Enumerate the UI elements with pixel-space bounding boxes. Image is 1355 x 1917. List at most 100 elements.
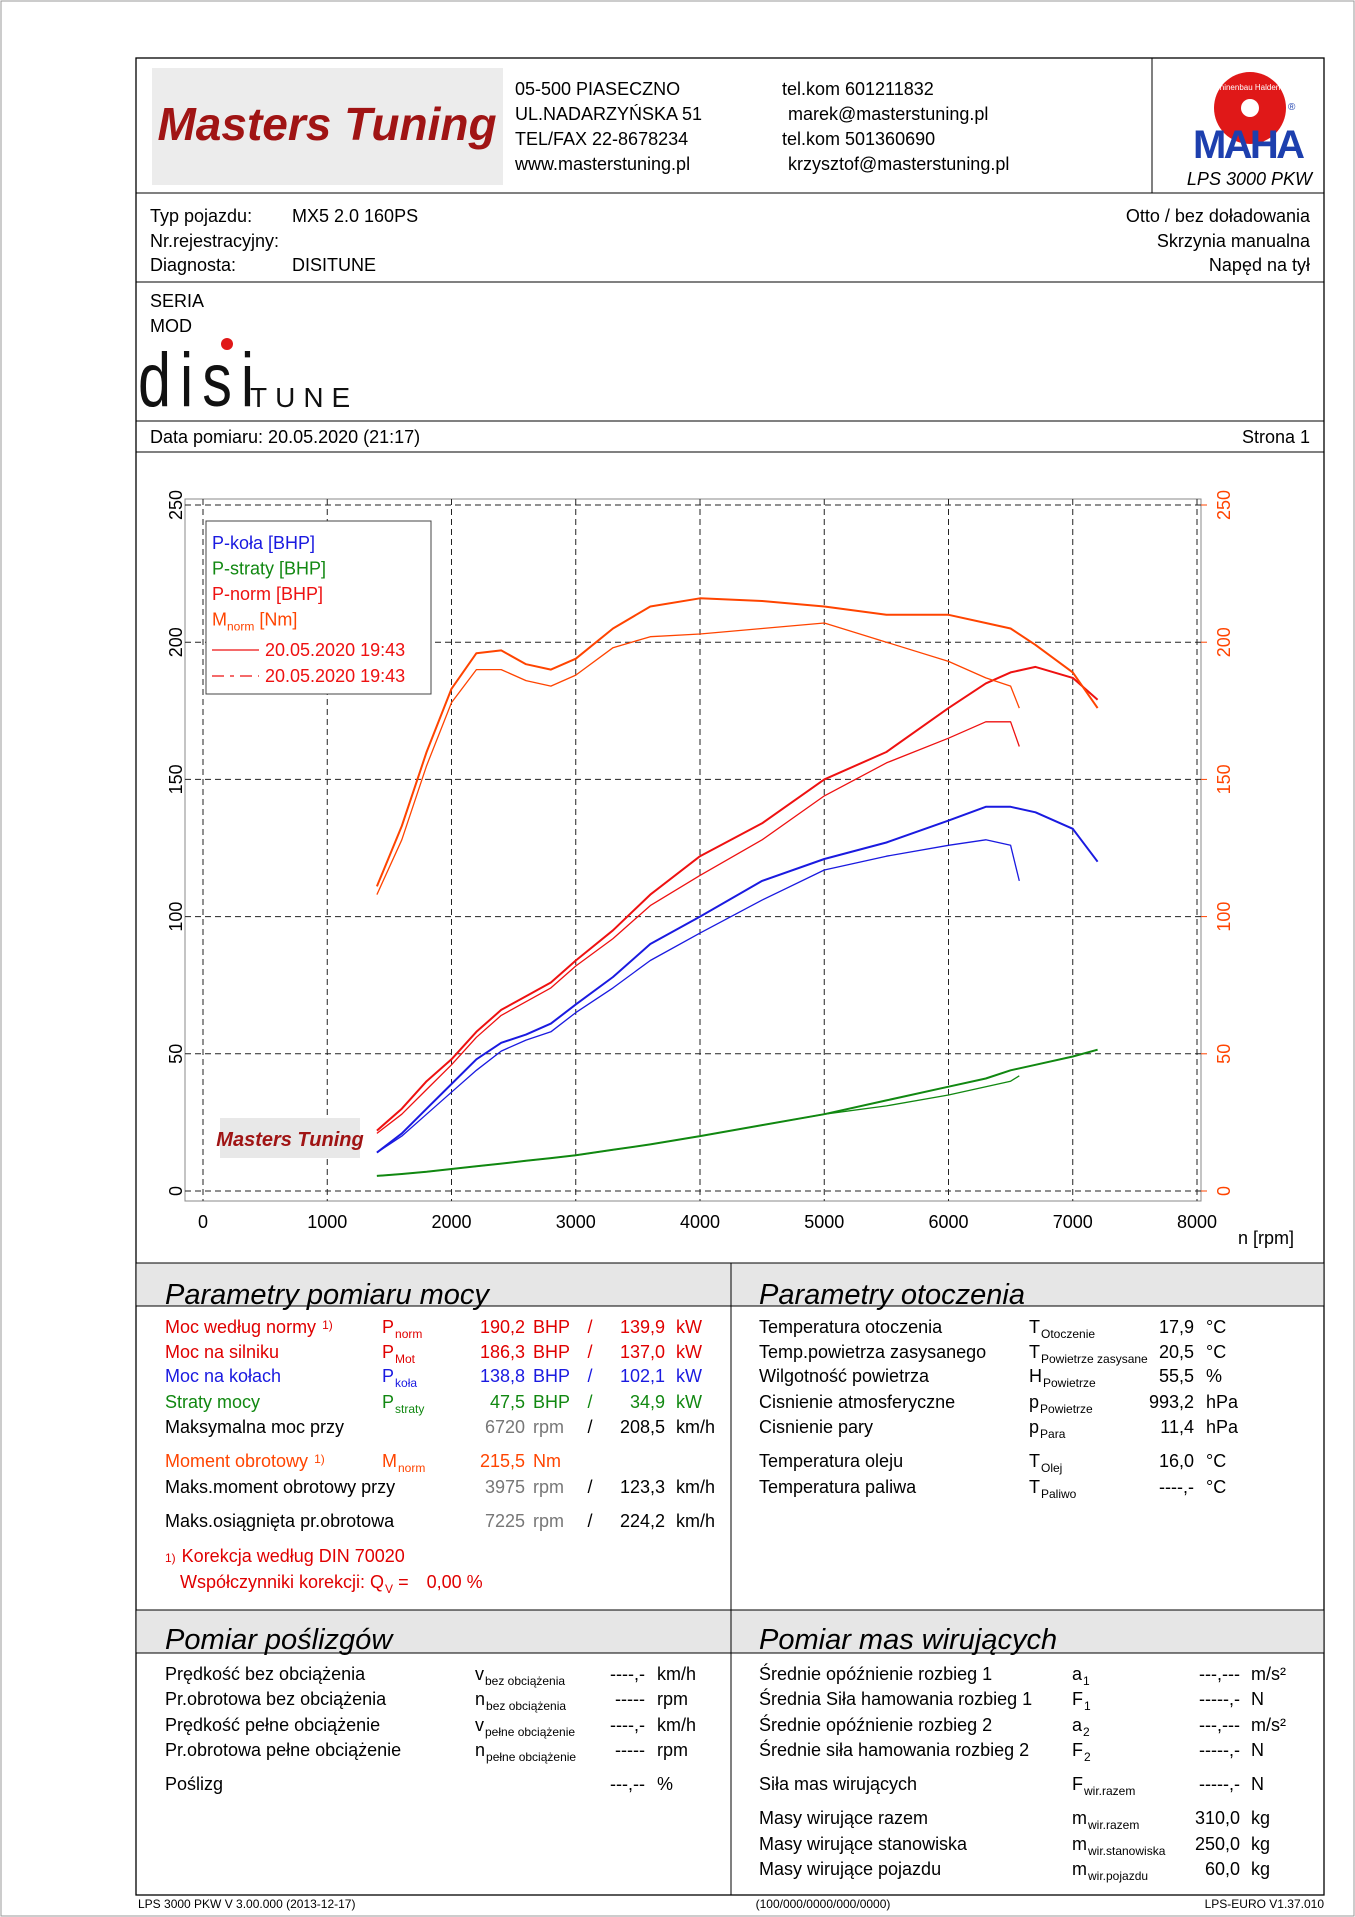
vehicle-spec: Skrzynia manualna: [1156, 230, 1310, 251]
unit: BHP: [533, 1366, 571, 1386]
vehicle-spec: Otto / bez doładowania: [1125, 206, 1310, 226]
value: ----,-: [610, 1715, 645, 1735]
section-band: [135, 1609, 1325, 1654]
series-line: [376, 1075, 1020, 1177]
unit: Nm: [533, 1451, 561, 1471]
label: Maks.osiągnięta pr.obrotowa: [165, 1511, 395, 1531]
note: SERIA: [150, 291, 205, 311]
label: Moc na silniku: [165, 1342, 280, 1362]
legend-name-sub: norm: [227, 620, 254, 634]
symbol-sub: 2: [1083, 1725, 1090, 1739]
symbol: pPowietrze: [1029, 1391, 1093, 1416]
symbol: TOtoczenie: [1029, 1316, 1095, 1341]
symbol-letter: p: [1029, 1392, 1040, 1412]
symbol-letter: T: [1029, 1477, 1040, 1497]
symbol-sub: norm: [395, 1327, 423, 1341]
x-tick-label: 0: [198, 1212, 208, 1232]
frame: [135, 57, 1325, 1896]
y2-tick-label: 0: [1214, 1186, 1234, 1196]
y2-tick-label: 200: [1214, 627, 1234, 657]
address-line: TEL/FAX 22-8678234: [515, 129, 689, 149]
value: 34,9: [629, 1392, 665, 1412]
watermark-logo: Masters Tuning: [216, 1129, 363, 1151]
footer-left: LPS 3000 PKW V 3.00.000 (2013-12-17): [138, 1897, 356, 1911]
symbol: mwir.stanowiska: [1072, 1833, 1166, 1858]
y-tick-label: 150: [166, 764, 186, 794]
row-label: Poślizg: [165, 1774, 224, 1794]
y2-tick-label: 100: [1214, 902, 1234, 932]
legend-box: [205, 520, 432, 695]
vehicle-label: Diagnosta:: [150, 255, 237, 275]
unit: rpm: [533, 1417, 564, 1437]
separator: /: [587, 1511, 593, 1531]
value: 138,8: [479, 1366, 525, 1386]
unit: kg: [1251, 1859, 1271, 1879]
symbol: vbez obciążenia: [475, 1663, 566, 1688]
legend-entry: P-straty [BHP]: [212, 559, 326, 579]
value: 102,1: [619, 1366, 665, 1386]
address-line: www.masterstuning.pl: [515, 154, 691, 174]
symbol-sub: bez obciążenia: [485, 1674, 566, 1688]
symbol-sub: Para: [1040, 1427, 1066, 1441]
x-tick-label: 1000: [307, 1212, 347, 1232]
value: 208,5: [619, 1417, 665, 1437]
value: 55,5: [1158, 1366, 1194, 1386]
section-title: Pomiar poślizgów: [165, 1624, 393, 1656]
logo-plate: [152, 68, 503, 185]
vehicle-label: Typ pojazdu:: [150, 206, 253, 226]
y-tick-label: 100: [166, 902, 186, 932]
value: 250,0: [1194, 1834, 1240, 1854]
value: 310,0: [1194, 1808, 1240, 1828]
symbol-letter: P: [382, 1317, 395, 1337]
unit: %: [1206, 1366, 1223, 1386]
symbol-sub: wir.pojazdu: [1088, 1869, 1149, 1883]
row-label: Temperatura paliwa: [759, 1477, 917, 1497]
symbol: mwir.razem: [1072, 1807, 1139, 1832]
footnote-mark: 1): [322, 1318, 333, 1332]
series-line: [376, 805, 1099, 1154]
symbol: Fwir.razem: [1072, 1773, 1136, 1798]
value: 16,0: [1158, 1451, 1194, 1471]
row-label: Prędkość bez obciążenia: [165, 1664, 366, 1684]
symbol-sub: 2: [1084, 1750, 1091, 1764]
correction-eq: =: [393, 1572, 409, 1592]
footnote-mark: 1): [314, 1452, 325, 1466]
vehicle-value: MX5 2.0 160PS: [292, 206, 419, 226]
symbol-sub: Powietrze: [1043, 1376, 1096, 1390]
value: -----: [615, 1689, 645, 1709]
symbol: pPara: [1029, 1416, 1066, 1441]
value: 3975: [484, 1477, 525, 1497]
row-label: Moc na silniku: [165, 1341, 279, 1363]
symbol-letter: v: [475, 1664, 484, 1684]
symbol-letter: m: [1072, 1834, 1087, 1854]
symbol: Pnorm: [382, 1316, 423, 1341]
unit: km/h: [657, 1664, 697, 1684]
symbol: TOlej: [1029, 1450, 1062, 1475]
unit: kW: [676, 1342, 702, 1362]
row-label: Średnia Siła hamowania rozbieg 1: [759, 1689, 1033, 1709]
symbol: TPaliwo: [1029, 1476, 1076, 1501]
unit: rpm: [657, 1689, 688, 1709]
address-line: 05-500 PIASECZNO: [515, 79, 681, 99]
value: 17,9: [1158, 1317, 1194, 1337]
row-label: Masy wirujące pojazdu: [759, 1859, 942, 1879]
unit: km/h: [676, 1417, 716, 1437]
legend-entry: P-koła [BHP]: [212, 533, 315, 553]
brand-main: disi: [138, 338, 263, 423]
legend-run: 20.05.2020 19:43: [265, 640, 405, 660]
vehicle-label: Nr.rejestracyjny:: [150, 230, 280, 251]
vehicle-value: DISITUNE: [292, 255, 377, 275]
symbol-sub: wir.stanowiska: [1088, 1844, 1166, 1858]
symbol-letter: T: [1029, 1317, 1040, 1337]
symbol-sub: 1: [1083, 1674, 1090, 1688]
legend-name: P-norm [BHP]: [212, 584, 323, 604]
value: 47,5: [489, 1392, 525, 1412]
symbol: HPowietrze: [1029, 1365, 1096, 1390]
row-label: Temperatura oleju: [759, 1451, 904, 1471]
symbol-letter: m: [1072, 1808, 1087, 1828]
symbol-sub: wir.razem: [1084, 1784, 1136, 1798]
label: Moc według normy: [165, 1317, 317, 1337]
symbol-letter: n: [475, 1740, 486, 1760]
page-number: Strona 1: [1241, 427, 1310, 447]
